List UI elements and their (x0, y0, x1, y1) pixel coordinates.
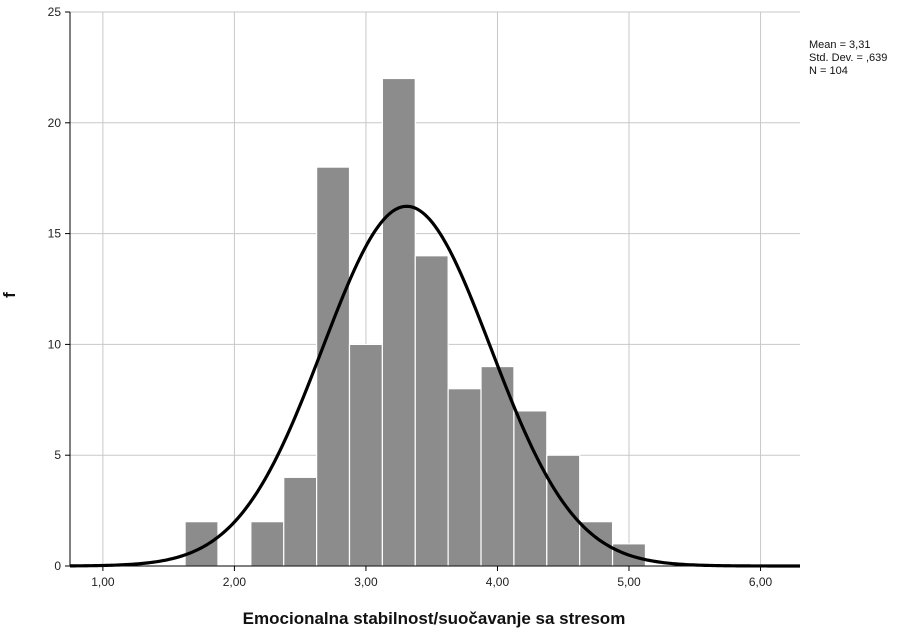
histogram-bar (250, 521, 285, 567)
histogram-bar (480, 365, 515, 567)
histogram-bar (283, 476, 318, 567)
y-axis-label: f (0, 292, 19, 298)
histogram-bar (381, 77, 416, 567)
x-tick-label: 5,00 (617, 575, 641, 589)
grid-lines (70, 11, 800, 566)
y-tick-label: 0 (54, 559, 61, 573)
histogram-bar (348, 343, 383, 567)
y-tick-label: 15 (48, 227, 62, 241)
histogram-bar (447, 388, 482, 567)
histogram-bar (546, 454, 581, 567)
normal-curve (69, 204, 800, 568)
stats-mean: Mean = 3,31 (809, 39, 870, 51)
x-tick-label: 2,00 (223, 575, 247, 589)
stats-box: Mean = 3,31 Std. Dev. = ,639 N = 104 (809, 39, 887, 77)
y-tick-label: 5 (54, 448, 61, 462)
stats-n: N = 104 (809, 65, 848, 77)
histogram-bar (513, 410, 548, 567)
x-axis-label: Emocionalna stabilnost/suočavanje sa str… (243, 609, 626, 628)
histogram-bars (184, 77, 647, 567)
x-tick-label: 1,00 (91, 575, 115, 589)
x-tick-label: 6,00 (749, 575, 773, 589)
axes (65, 11, 800, 571)
stats-std-dev: Std. Dev. = ,639 (809, 52, 887, 64)
x-tick-label: 4,00 (486, 575, 510, 589)
histogram-bar (414, 255, 449, 567)
y-tick-label: 25 (48, 5, 62, 19)
histogram-bar (316, 166, 351, 567)
y-tick-label: 20 (48, 116, 62, 130)
x-tick-label: 3,00 (354, 575, 378, 589)
y-tick-label: 10 (48, 337, 62, 351)
normal-curve-group (69, 204, 800, 568)
histogram-bar (184, 521, 219, 567)
y-tick-labels: 0 5 10 15 20 25 (48, 5, 62, 573)
x-tick-labels: 1,00 2,00 3,00 4,00 5,00 6,00 (91, 575, 772, 589)
